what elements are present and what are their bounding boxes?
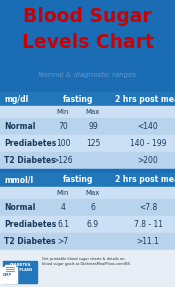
- Bar: [0, 152, 175, 169]
- Bar: [3, 261, 37, 283]
- Text: Max: Max: [86, 109, 100, 115]
- Bar: [0, 173, 175, 187]
- Bar: [0, 0, 175, 92]
- Text: <7.8: <7.8: [139, 203, 157, 212]
- Text: 7.8 - 11: 7.8 - 11: [134, 220, 163, 229]
- Text: Blood Sugar: Blood Sugar: [23, 7, 152, 26]
- Text: <140: <140: [138, 122, 158, 131]
- Text: T2 Diabetes: T2 Diabetes: [4, 156, 56, 165]
- Text: Max: Max: [86, 190, 100, 196]
- Text: Min: Min: [57, 109, 69, 115]
- Text: DMP: DMP: [2, 273, 12, 277]
- Text: 70: 70: [58, 122, 68, 131]
- Text: >126: >126: [53, 156, 73, 165]
- Text: 4: 4: [61, 203, 65, 212]
- Text: DIABETES: DIABETES: [9, 263, 31, 267]
- Text: >11.1: >11.1: [136, 237, 159, 246]
- Text: 6.1: 6.1: [57, 220, 69, 229]
- Text: >7: >7: [57, 237, 69, 246]
- Bar: [0, 233, 175, 250]
- Text: Normal & diagnostic ranges: Normal & diagnostic ranges: [38, 72, 136, 78]
- Text: >200: >200: [138, 156, 158, 165]
- Text: Normal: Normal: [4, 122, 35, 131]
- Text: fasting: fasting: [63, 94, 93, 104]
- Text: 125: 125: [86, 139, 100, 148]
- Text: MEAL PLANS: MEAL PLANS: [7, 268, 33, 272]
- Bar: [0, 250, 175, 287]
- Text: Prediabetes: Prediabetes: [4, 220, 56, 229]
- Text: 6.9: 6.9: [87, 220, 99, 229]
- Text: Levels Chart: Levels Chart: [22, 32, 153, 51]
- Bar: [0, 118, 175, 135]
- Bar: [0, 216, 175, 233]
- Text: 2 hrs post meal: 2 hrs post meal: [115, 94, 175, 104]
- Text: Get printable blood sugar charts & details on
blood sugar goals at DiabetesMealP: Get printable blood sugar charts & detai…: [42, 257, 130, 265]
- Text: mg/dl: mg/dl: [4, 94, 28, 104]
- Text: Prediabetes: Prediabetes: [4, 139, 56, 148]
- Bar: [0, 135, 175, 152]
- Text: 140 - 199: 140 - 199: [130, 139, 166, 148]
- Text: T2 Diabetes: T2 Diabetes: [4, 237, 56, 246]
- Bar: [0, 106, 175, 118]
- Text: 100: 100: [56, 139, 70, 148]
- Text: 6: 6: [91, 203, 95, 212]
- Bar: [0, 92, 175, 106]
- Bar: [5, 265, 15, 273]
- Text: 2 hrs post meal: 2 hrs post meal: [115, 175, 175, 185]
- Text: fasting: fasting: [63, 175, 93, 185]
- Text: Min: Min: [57, 190, 69, 196]
- Bar: [0, 169, 175, 173]
- Bar: [0, 187, 175, 199]
- Text: Normal: Normal: [4, 203, 35, 212]
- Text: 99: 99: [88, 122, 98, 131]
- Text: mmol/l: mmol/l: [4, 175, 33, 185]
- Bar: [0, 199, 175, 216]
